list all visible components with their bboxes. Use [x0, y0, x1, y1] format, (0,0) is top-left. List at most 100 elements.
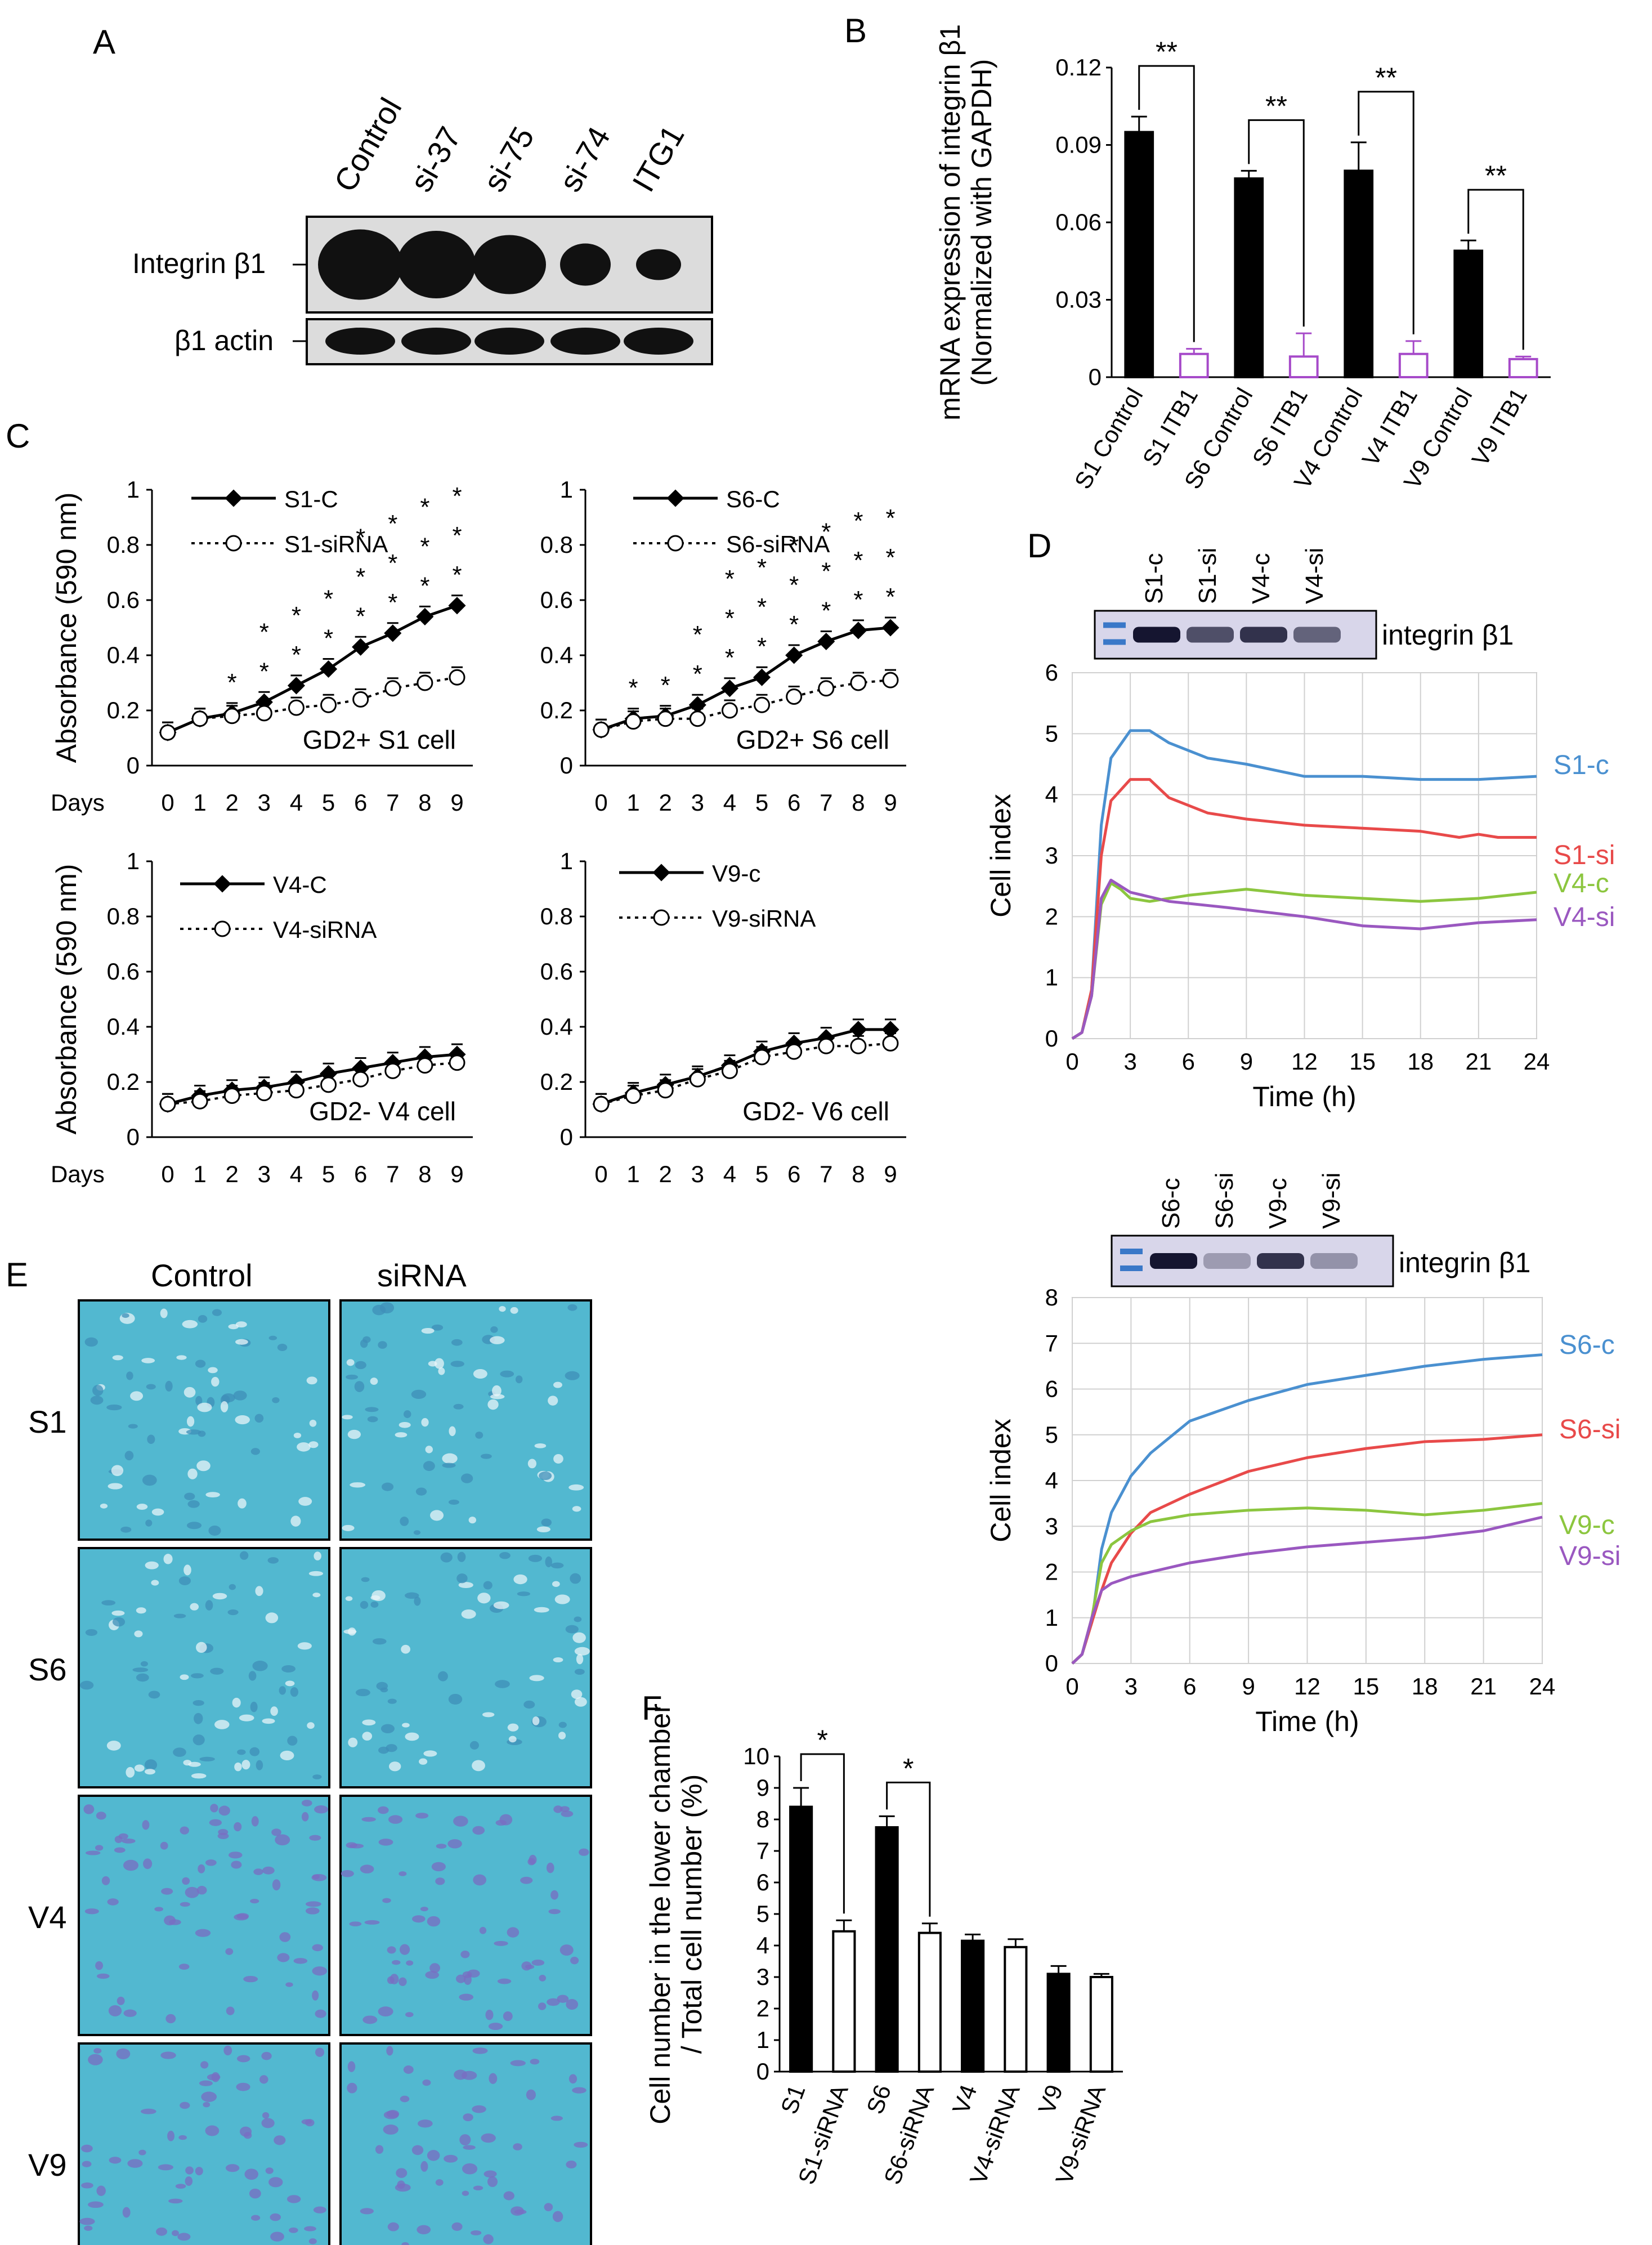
- micrograph-cell: [132, 1667, 149, 1672]
- micrograph-cell: [405, 2012, 414, 2018]
- C1-star: *: [388, 510, 397, 538]
- D2-series-label: V9-si: [1559, 1541, 1620, 1571]
- C1-point: [384, 624, 402, 642]
- blotD1-band: [1133, 627, 1180, 643]
- C3-legend-label: V4-C: [273, 871, 327, 898]
- C4-legend-marker: [653, 909, 670, 926]
- C1-star: *: [452, 561, 462, 589]
- micrograph-cell: [400, 1517, 409, 1526]
- micrograph-cell: [279, 1686, 286, 1695]
- micrograph-cell: [304, 2226, 316, 2231]
- micrograph-cell: [350, 1482, 366, 1488]
- D2-y-tick-label: 5: [1045, 1421, 1058, 1448]
- micrograph-cell: [462, 1971, 472, 1978]
- micrograph-cell: [285, 1680, 295, 1687]
- C2-x-tick-label: 9: [884, 789, 897, 816]
- blot-a-band-actin: [401, 328, 471, 355]
- D2-y-tick-label: 8: [1045, 1284, 1058, 1311]
- C2-legend-marker: [667, 535, 684, 552]
- C1-legend-label: S1-siRNA: [284, 531, 388, 557]
- C1-point: [319, 660, 338, 678]
- micrograph-cell: [156, 2227, 168, 2236]
- micrograph-cell: [411, 2145, 424, 2155]
- micrograph-cell: [313, 2206, 326, 2213]
- C2-star: *: [853, 547, 863, 574]
- micrograph-cell: [355, 1361, 366, 1370]
- micrograph-col-sirna: siRNA: [377, 1258, 467, 1293]
- C1-star: *: [388, 589, 397, 616]
- micrograph-cell: [566, 1999, 579, 2010]
- blotD1-marker: [1103, 639, 1126, 645]
- C2-point: [657, 710, 674, 727]
- micrograph-cell: [574, 1669, 585, 1675]
- micrograph-cell: [423, 1750, 437, 1757]
- micrograph-cell: [548, 1396, 558, 1406]
- micrograph-cell: [208, 1367, 218, 1374]
- C1-star: *: [259, 618, 269, 646]
- panel-letter-e: E: [6, 1256, 28, 1294]
- C4-legend-label: V9-c: [712, 860, 760, 887]
- micrograph-cell: [106, 1741, 121, 1751]
- micrograph-cell: [147, 1434, 155, 1445]
- micrograph-cell: [435, 1877, 445, 1885]
- micrograph-cell: [346, 1359, 355, 1366]
- F-y-tick-label: 8: [756, 1806, 769, 1832]
- C4-y-tick-label: 0: [560, 1124, 573, 1150]
- micrograph-cell: [305, 1907, 320, 1915]
- micrograph-cell: [429, 1963, 441, 1973]
- micrograph-cell: [487, 2176, 498, 2188]
- micrograph-cell: [101, 1600, 116, 1606]
- micrograph-cell: [490, 1394, 505, 1399]
- D2-x-tick-label: 15: [1353, 1673, 1380, 1700]
- micrograph-cell: [312, 1774, 322, 1779]
- micrograph-cell: [401, 1644, 410, 1654]
- F-y-tick-label: 5: [756, 1900, 769, 1927]
- micrograph-cell: [96, 1812, 106, 1820]
- B-bar: [1124, 131, 1154, 378]
- C3-series-line: [167, 1053, 458, 1106]
- C3-legend-marker: [214, 920, 231, 937]
- micrograph-tile: [339, 1299, 592, 1541]
- C1-point: [448, 597, 466, 615]
- C2-star: *: [885, 504, 895, 532]
- micrograph-tile: [78, 1299, 330, 1541]
- D2-y-tick-label: 6: [1045, 1376, 1058, 1402]
- C1-point: [159, 724, 176, 741]
- micrograph-row-s6: S6: [28, 1652, 67, 1687]
- micrograph-cell: [160, 1841, 168, 1850]
- C2-legend-label: S6-C: [726, 486, 780, 512]
- micrograph-cell: [460, 1473, 473, 1483]
- C2-star: *: [789, 571, 799, 599]
- micrograph-cell: [281, 1665, 296, 1673]
- F-y-tick-label: 3: [756, 1964, 769, 1990]
- micrograph-cell: [136, 1504, 148, 1510]
- C4-point: [882, 1035, 899, 1052]
- micrograph-cell: [180, 1902, 190, 1907]
- micrograph-cell: [256, 1760, 263, 1770]
- C2-point: [882, 672, 899, 688]
- micrograph-cell: [552, 2211, 563, 2222]
- micrograph-cell: [145, 1519, 153, 1527]
- micrograph-cell: [571, 1689, 583, 1699]
- micrograph-cell: [539, 1472, 552, 1481]
- micrograph-cell: [209, 1819, 222, 1826]
- micrograph-cell: [463, 2113, 473, 2122]
- micrograph-cell: [154, 1907, 164, 1912]
- micrograph-cell: [272, 1397, 280, 1403]
- micrograph-cell: [253, 1868, 263, 1875]
- C2-y-tick-label: 0.2: [540, 697, 573, 723]
- micrograph-cell: [286, 2195, 301, 2203]
- blotD2-band: [1203, 1253, 1251, 1269]
- D1-series-line: [1071, 878, 1537, 1040]
- F-x-tick-label: S6: [861, 2081, 896, 2117]
- F-y-tick-label: 7: [756, 1837, 769, 1864]
- D2-x-tick-label: 6: [1183, 1673, 1196, 1700]
- D1-series-label: S1-c: [1553, 750, 1609, 780]
- C2-x-tick-label: 5: [755, 789, 768, 816]
- micrograph-cell: [397, 2180, 405, 2189]
- D2-x-tick-label: 3: [1125, 1673, 1138, 1700]
- micrograph-cell: [270, 2213, 281, 2221]
- micrograph-cell: [85, 1850, 101, 1855]
- micrograph-cell: [95, 1961, 104, 1970]
- micrograph-cell: [118, 1833, 128, 1840]
